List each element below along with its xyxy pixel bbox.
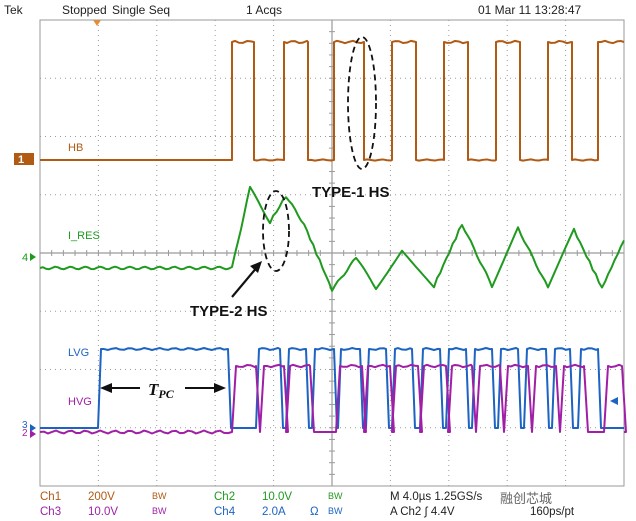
type1-highlight-ellipse [347, 36, 377, 170]
type2-label: TYPE-2 HS [190, 303, 268, 320]
scope-display: 1 4 3 2 HB I_RES LVG HVG TYPE-1 HS TYPE-… [14, 19, 627, 487]
ch1-marker[interactable]: 1 [14, 153, 34, 166]
tpc-right-arrowhead-icon [214, 383, 226, 393]
ch4-marker[interactable]: 2 [22, 428, 36, 439]
ch4-label: HVG [68, 396, 92, 408]
svg-text:3: 3 [22, 420, 28, 431]
ch4-name: Ch4 [214, 506, 236, 518]
type2-arrow [231, 265, 259, 298]
ch2-bw: BW [328, 491, 343, 501]
ch3-marker[interactable]: 3 [22, 420, 36, 432]
i-res-waveform [39, 185, 625, 292]
ch4-bw: BW [328, 506, 343, 516]
ch1-name: Ch1 [40, 491, 62, 503]
type2-highlight-ellipse [262, 190, 290, 272]
ch2-label: I_RES [68, 230, 100, 242]
trigger-setting[interactable]: A Ch2 ∫ 4.4V [390, 506, 455, 518]
waveforms [39, 39, 627, 435]
ch4-unit: Ω [310, 506, 319, 518]
svg-text:4: 4 [22, 252, 28, 264]
timebase[interactable]: M 4.0µs 1.25GS/s [390, 491, 483, 503]
hb-waveform [40, 39, 625, 162]
ch2-marker[interactable]: 4 [22, 252, 36, 264]
ch1-bw: BW [152, 491, 167, 501]
acquisition-status: Stopped [62, 3, 107, 17]
watermark: 融创芯城 [500, 491, 553, 506]
trigger-level-icon [610, 397, 618, 405]
graticule [39, 19, 625, 487]
svg-text:1: 1 [18, 154, 24, 166]
status-bar: Tek Stopped Single Seq 1 Acqs 01 Mar 11 … [0, 0, 636, 20]
brand-label: Tek [4, 3, 23, 17]
lvg-waveform [40, 347, 624, 429]
tpc-label: TPC [148, 380, 175, 401]
ch3-label: LVG [68, 347, 89, 359]
type1-label: TYPE-1 HS [312, 184, 390, 201]
ch2-name: Ch2 [214, 491, 236, 503]
settings-readout: Ch1 200V BW Ch2 10.0V BW M 4.0µs 1.25GS/… [0, 488, 636, 521]
ch3-name: Ch3 [40, 506, 62, 518]
ch2-scale[interactable]: 10.0V [262, 491, 293, 503]
ch1-label: HB [68, 142, 83, 154]
timestamp: 01 Mar 11 13:28:47 [478, 3, 582, 17]
tpc-left-arrowhead-icon [100, 383, 112, 393]
hvg-waveform [39, 363, 627, 435]
resolution: 160ps/pt [530, 506, 575, 518]
ch3-bw: BW [152, 506, 167, 516]
ch4-scale[interactable]: 2.0A [262, 506, 286, 518]
type2-arrowhead-icon [250, 261, 262, 273]
acquisition-count: 1 Acqs [246, 3, 283, 17]
acquisition-mode: Single Seq [112, 3, 171, 17]
trigger-position-icon [93, 20, 101, 26]
ch1-scale[interactable]: 200V [88, 491, 115, 503]
svg-text:2: 2 [22, 428, 28, 439]
ch3-scale[interactable]: 10.0V [88, 506, 119, 518]
